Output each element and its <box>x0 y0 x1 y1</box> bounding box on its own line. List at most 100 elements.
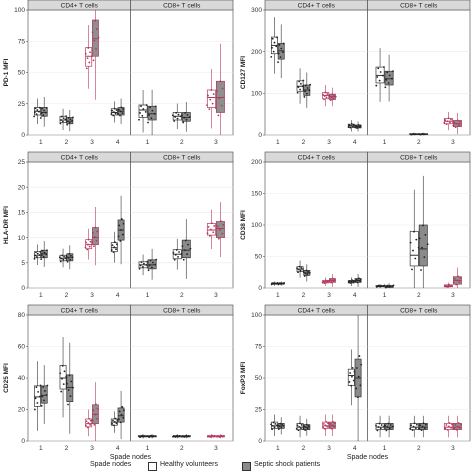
box-septic <box>146 434 157 439</box>
data-point <box>334 95 337 98</box>
data-point <box>150 117 153 120</box>
data-point <box>272 50 275 53</box>
data-point <box>211 434 214 437</box>
box-healthy <box>33 244 42 266</box>
data-point <box>110 249 113 251</box>
data-point <box>325 281 328 284</box>
data-point <box>41 395 44 398</box>
data-point <box>221 232 224 235</box>
data-point <box>426 243 429 246</box>
data-point <box>119 114 121 117</box>
data-point <box>298 80 301 83</box>
data-point <box>350 124 353 127</box>
box-body <box>34 251 41 259</box>
data-point <box>216 225 219 228</box>
box-body <box>215 80 225 113</box>
data-point <box>181 245 184 247</box>
data-point <box>352 123 355 126</box>
y-tick-label: 80 <box>18 312 26 319</box>
data-point <box>308 89 311 92</box>
data-point <box>63 370 66 373</box>
data-point <box>93 245 95 248</box>
data-point <box>459 426 461 429</box>
data-point <box>63 255 65 258</box>
facet-strip-label: CD8+ T cells <box>400 154 438 161</box>
box-septic <box>277 24 285 79</box>
y-axis-label: CD38 MFI <box>240 210 247 240</box>
data-point <box>33 111 36 114</box>
data-point <box>326 93 329 95</box>
data-point <box>220 434 223 437</box>
data-point <box>212 231 215 234</box>
data-point <box>422 422 425 425</box>
data-point <box>418 427 421 430</box>
data-point <box>281 423 283 426</box>
data-point <box>186 253 188 256</box>
data-point <box>64 118 67 121</box>
data-point <box>149 259 152 262</box>
data-point <box>387 422 390 425</box>
data-point <box>272 282 275 284</box>
y-axis-label: FoxP3 MFI <box>240 362 247 395</box>
data-point <box>303 275 306 277</box>
data-point <box>42 386 45 388</box>
box-septic <box>180 102 191 132</box>
data-point <box>112 111 115 113</box>
x-tick-label: 4 <box>116 139 120 146</box>
data-point <box>453 277 456 280</box>
data-point <box>186 114 189 116</box>
data-point <box>38 395 41 398</box>
data-point <box>94 413 97 416</box>
y-tick-label: 10 <box>18 235 26 242</box>
data-point <box>121 233 124 236</box>
box-healthy <box>443 415 453 438</box>
data-point <box>171 114 174 117</box>
chart-1: PD-1 MFI 0 25 50 75 100 CD4+ T cells 1 2 3 4 CD8+ T… <box>3 0 234 146</box>
data-point <box>140 261 143 264</box>
data-point <box>120 229 122 231</box>
data-point <box>111 109 114 112</box>
box-healthy <box>58 248 67 268</box>
box-healthy <box>206 209 216 249</box>
data-point <box>72 386 74 389</box>
data-point <box>355 278 358 281</box>
data-point <box>298 425 301 428</box>
data-point <box>348 381 351 383</box>
data-point <box>411 268 413 271</box>
data-point <box>207 226 210 228</box>
data-point <box>277 52 280 55</box>
data-point <box>348 281 350 284</box>
panel-frame <box>130 161 234 289</box>
x-tick-label: 3 <box>90 139 94 146</box>
box-body <box>409 230 419 267</box>
data-point <box>445 424 448 426</box>
data-point <box>330 96 333 99</box>
y-tick-label: 200 <box>251 159 262 166</box>
data-point <box>152 261 154 264</box>
data-point <box>322 93 324 96</box>
box-septic <box>452 267 462 288</box>
data-point <box>306 273 309 276</box>
data-point <box>122 417 125 419</box>
data-point <box>86 248 89 251</box>
data-point <box>121 112 124 115</box>
box-healthy <box>172 238 183 270</box>
data-point <box>216 90 218 93</box>
box-septic <box>354 315 363 441</box>
data-point <box>282 42 285 45</box>
data-point <box>209 98 212 101</box>
box-body <box>418 224 428 267</box>
data-point <box>154 435 157 438</box>
y-tick-label: 50 <box>255 375 263 382</box>
box-septic <box>40 241 48 267</box>
data-point <box>208 234 211 237</box>
data-point <box>330 427 333 430</box>
data-point <box>418 133 421 135</box>
data-point <box>115 422 118 425</box>
data-point <box>422 224 424 227</box>
x-tick-label: 2 <box>302 139 306 146</box>
data-point <box>333 422 336 425</box>
data-point <box>34 107 37 110</box>
data-point <box>45 253 48 256</box>
